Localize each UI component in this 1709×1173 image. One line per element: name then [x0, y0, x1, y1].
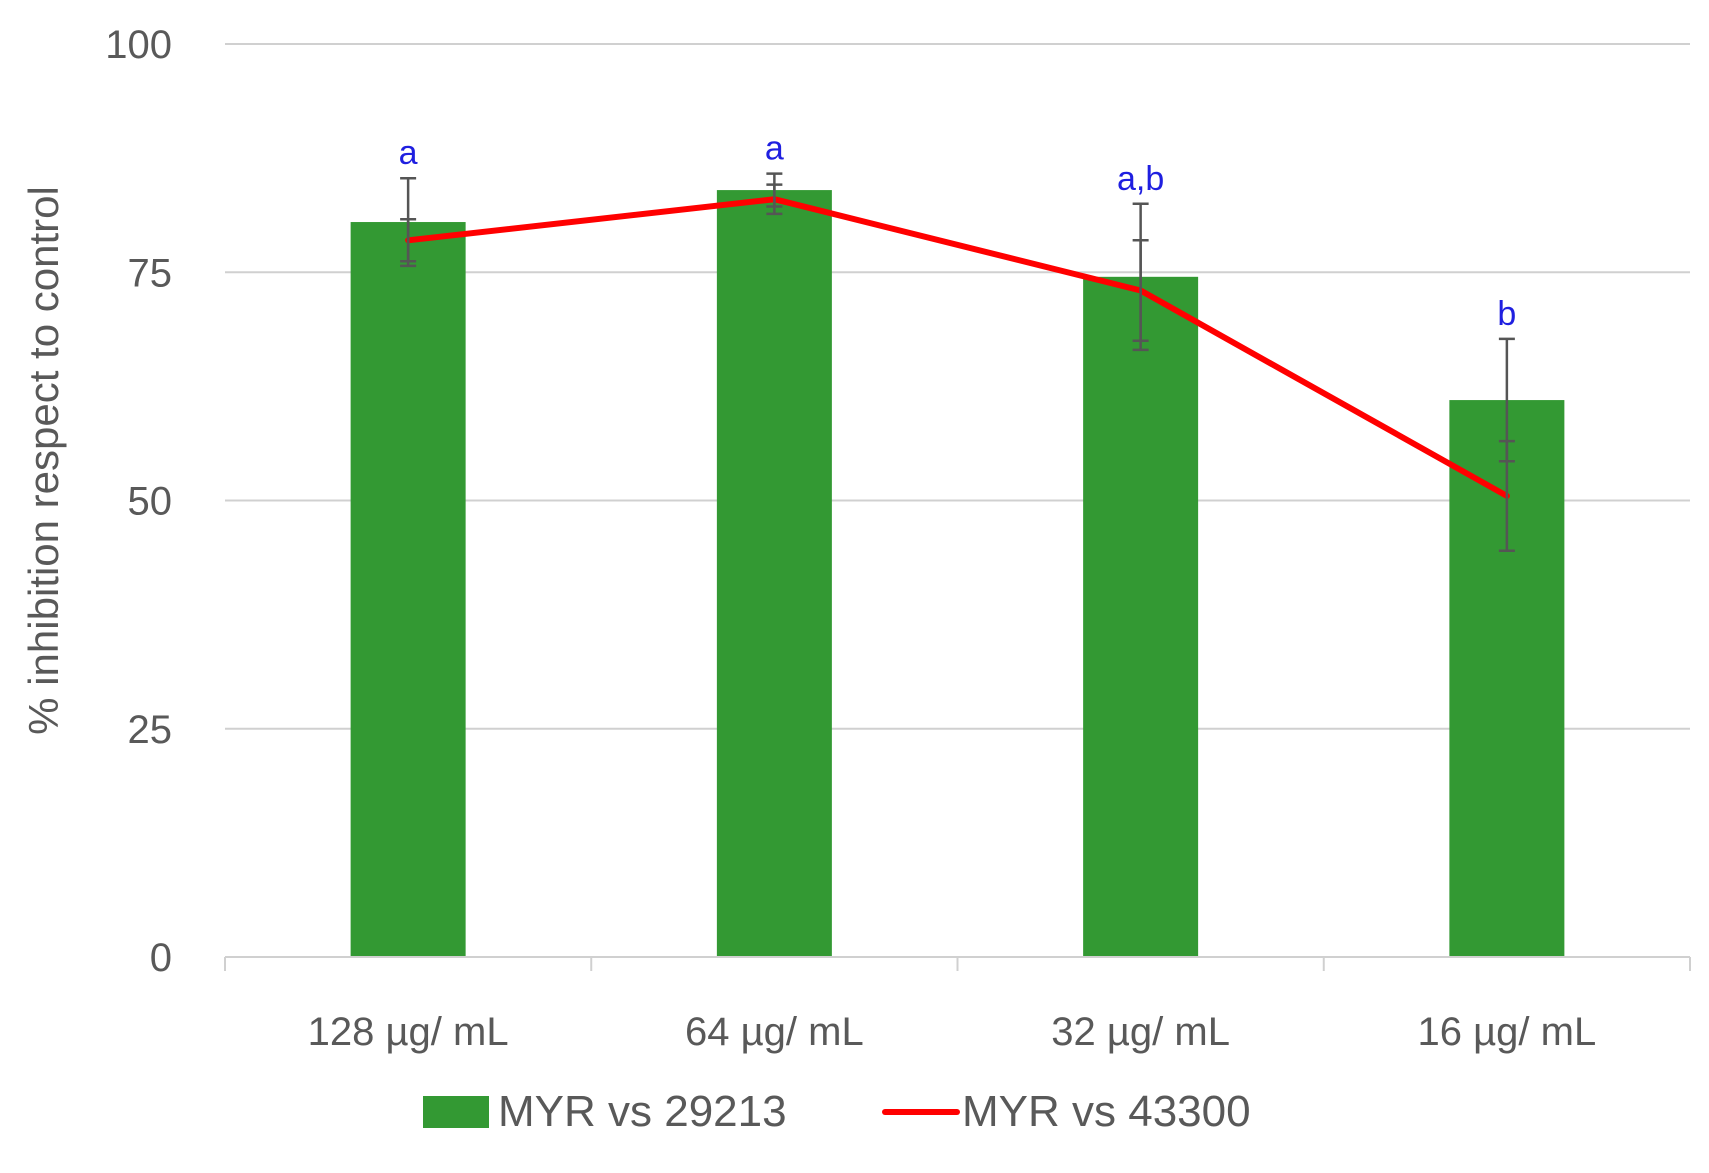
line-error-bar — [1498, 439, 1515, 552]
x-tick-label: 64 µg/ mL — [685, 1010, 864, 1054]
line-error-bar — [400, 218, 417, 263]
legend: MYR vs 29213 MYR vs 43300 — [423, 1087, 1251, 1136]
y-tick-label: 75 — [128, 251, 173, 295]
y-tick-label: 100 — [105, 23, 172, 67]
x-tick-label: 16 µg/ mL — [1418, 1010, 1597, 1054]
bar-series — [350, 190, 1565, 957]
x-tick-labels: 128 µg/ mL 64 µg/ mL 32 µg/ mL 16 µg/ mL — [308, 1010, 1597, 1054]
error-bars — [400, 172, 1515, 552]
legend-item-line: MYR vs 43300 — [882, 1087, 1251, 1136]
legend-label-bar: MYR vs 29213 — [498, 1087, 787, 1136]
x-tick-label: 32 µg/ mL — [1051, 1010, 1230, 1054]
y-tick-label: 25 — [128, 708, 173, 752]
y-tick-labels: 0 25 50 75 100 — [105, 23, 172, 980]
gridlines — [225, 43, 1690, 730]
significance-letters: a a a,b b — [399, 130, 1517, 333]
legend-label-line: MYR vs 43300 — [962, 1087, 1251, 1136]
legend-item-bar: MYR vs 29213 — [423, 1087, 787, 1136]
bar — [350, 222, 466, 957]
significance-letter: a — [399, 134, 418, 172]
y-tick-label: 0 — [150, 936, 172, 980]
bar — [1083, 276, 1199, 957]
legend-swatch-bar — [423, 1096, 489, 1128]
x-tick-label: 128 µg/ mL — [308, 1010, 509, 1054]
y-axis-title: % inhibition respect to control — [20, 186, 67, 735]
x-axis — [224, 956, 1691, 971]
significance-letter: a,b — [1117, 160, 1164, 198]
bar — [716, 190, 832, 957]
y-tick-label: 50 — [128, 480, 173, 524]
significance-letter: a — [765, 130, 784, 168]
line-series-path — [405, 196, 1510, 499]
significance-letter: b — [1497, 295, 1516, 333]
line-error-bar — [1132, 239, 1149, 342]
line-error-bar — [766, 183, 783, 216]
line-series — [405, 196, 1510, 499]
